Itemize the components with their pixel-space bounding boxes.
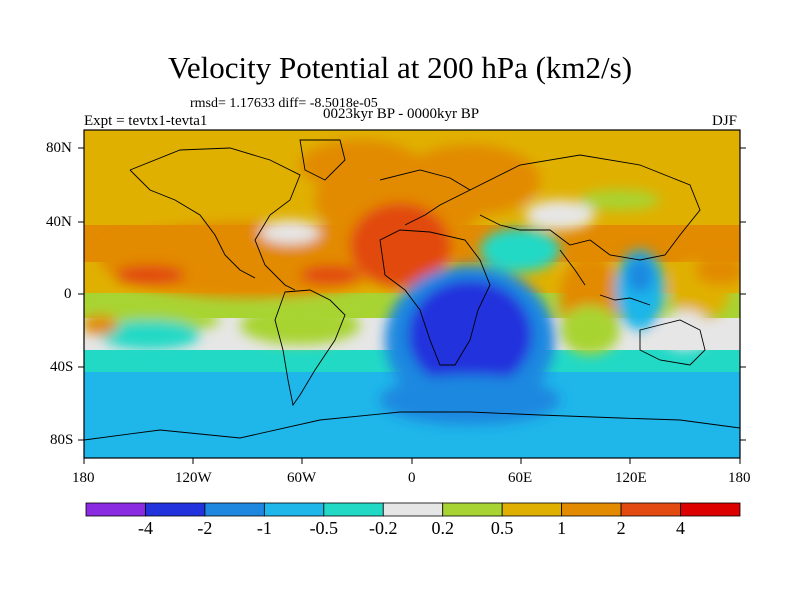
stats-text: rmsd= 1.17633 diff= -8.5018e-05 [190, 96, 378, 111]
lat-label-80s: 80S [50, 432, 74, 448]
colorbar-box [501, 502, 563, 517]
lat-label-40n: 40N [46, 214, 72, 230]
experiment-label: Expt = tevtx1-tevta1 [84, 113, 208, 129]
lat-label-80n: 80N [46, 140, 72, 156]
lat-label-40s: 40S [50, 359, 74, 375]
axis-ticks [78, 147, 746, 464]
map-title: Velocity Potential at 200 hPa (km2/s) [167, 50, 633, 85]
colorbar-label: 2 [616, 518, 626, 538]
lon-label-180w: 180 [72, 470, 95, 486]
lon-label-60w: 60W [287, 470, 317, 486]
lon-label-60e: 60E [508, 470, 533, 486]
colorbar-label: -4 [137, 518, 153, 538]
velocity-potential-field [84, 130, 740, 458]
season-label: DJF [712, 113, 738, 129]
colorbar-box [680, 502, 741, 517]
colorbar-box [323, 502, 384, 517]
colorbar-box [204, 502, 265, 517]
period-label: 0023kyr BP - 0000kyr BP [323, 106, 480, 122]
colorbar-label: 1 [557, 518, 567, 538]
lon-label-0: 0 [408, 470, 416, 486]
colorbar-label: -0.5 [309, 518, 339, 538]
colorbar-label: 4 [676, 518, 686, 538]
lon-label-120w: 120W [175, 470, 212, 486]
colorbar-box [85, 502, 146, 517]
colorbar-box [145, 502, 206, 517]
colorbar-label: -1 [256, 518, 272, 538]
lon-label-180e: 180 [728, 470, 751, 486]
colorbar-label: -0.2 [369, 518, 398, 538]
colorbar-box [620, 502, 681, 517]
colorbar-box [561, 502, 622, 517]
colorbar-label: 0.2 [431, 518, 454, 538]
colorbar-label: 0.5 [490, 518, 514, 538]
colorbar [85, 502, 741, 517]
coastlines [84, 139, 740, 441]
colorbar-label: -2 [197, 518, 213, 538]
lat-label-0: 0 [64, 286, 72, 302]
colorbar-box [263, 502, 325, 517]
colorbar-box [382, 502, 444, 517]
colorbar-box [442, 502, 503, 517]
lon-label-120e: 120E [615, 470, 647, 486]
